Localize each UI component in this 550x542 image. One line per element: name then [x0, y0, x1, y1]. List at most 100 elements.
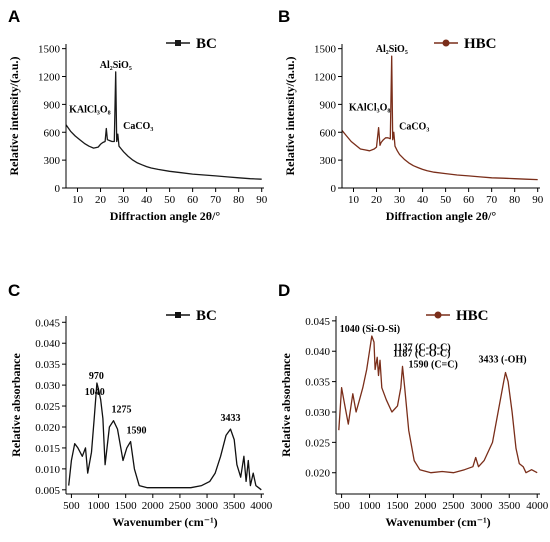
- x-tick-label: 4000: [526, 500, 549, 512]
- y-axis-title: Relative intensity/(a.u.): [7, 57, 21, 176]
- y-tick-label: 0.045: [35, 317, 60, 329]
- x-tick-label: 3500: [498, 500, 521, 512]
- peak-annotation: KAlCl₃O₈: [69, 105, 111, 116]
- y-tick-label: 0.005: [35, 485, 60, 497]
- legend-marker: [442, 39, 450, 47]
- x-tick-label: 2500: [169, 500, 192, 512]
- y-tick-label: 0.030: [305, 407, 330, 419]
- x-axis-title: Diffraction angle 2θ/°: [386, 209, 497, 223]
- peak-annotation: 3433 (-OH): [479, 354, 527, 365]
- y-tick-label: 0.020: [35, 422, 60, 434]
- y-tick-label: 0.040: [305, 346, 330, 358]
- x-tick-label: 4000: [250, 500, 273, 512]
- peak-annotation: Al₂SiO₅: [100, 60, 132, 71]
- chart-panel-b: B10 20 30 40 50 60 70 80 90030060090012001500Dif…: [278, 7, 544, 223]
- y-tick-label: 0.040: [35, 338, 60, 350]
- y-tick-label: 600: [320, 127, 337, 139]
- x-tick-label: 20: [95, 194, 107, 206]
- legend-label: BC: [196, 308, 217, 324]
- peak-annotation: 970: [89, 371, 104, 382]
- y-axis-title: Relative intensity/(a.u.): [283, 57, 297, 176]
- y-tick-label: 300: [320, 155, 337, 167]
- x-tick-label: 3000: [196, 500, 219, 512]
- x-tick-label: 3000: [470, 500, 493, 512]
- x-tick-label: 60: [463, 194, 475, 206]
- x-tick-label: 1500: [386, 500, 409, 512]
- x-tick-label: 2000: [142, 500, 165, 512]
- peak-annotation: 1040: [85, 387, 105, 398]
- x-tick-label: 70: [486, 194, 498, 206]
- legend-label: BC: [196, 36, 217, 52]
- panel-letter: B: [278, 7, 290, 26]
- series-line: [68, 382, 262, 491]
- x-axis-title: Wavenumber (cm⁻¹): [385, 515, 490, 529]
- peak-annotation: CaCO₃: [123, 121, 153, 132]
- y-tick-label: 1200: [38, 72, 61, 84]
- panel-letter: D: [278, 281, 290, 300]
- y-tick-label: 0.025: [35, 401, 60, 413]
- y-tick-label: 600: [44, 127, 61, 139]
- x-tick-label: 2000: [414, 500, 437, 512]
- y-tick-label: 0.035: [305, 377, 330, 389]
- x-axis-title: Wavenumber (cm⁻¹): [112, 515, 217, 529]
- x-tick-label: 10: [348, 194, 360, 206]
- x-tick-label: 80: [509, 194, 521, 206]
- y-tick-label: 0: [331, 183, 337, 195]
- chart-panel-a: A10 20 30 40 50 60 70 80 90030060090012001500Dif…: [7, 7, 268, 223]
- x-tick-label: 1500: [115, 500, 138, 512]
- x-tick-label: 500: [333, 500, 350, 512]
- x-tick-label: 1000: [359, 500, 382, 512]
- y-tick-label: 1500: [38, 44, 61, 56]
- y-tick-label: 1500: [314, 44, 337, 56]
- x-tick-label: 90: [532, 194, 544, 206]
- y-tick-label: 0.015: [35, 443, 60, 455]
- y-tick-label: 0: [55, 183, 61, 195]
- x-tick-label: 50: [164, 194, 176, 206]
- peak-annotation: 1040 (Si-O-Si): [340, 324, 400, 335]
- panel-letter: C: [8, 281, 20, 300]
- peak-annotation: 1275: [111, 405, 131, 416]
- legend-marker: [434, 311, 442, 319]
- chart-panel-d: D 500 1000 1500 2000 2500 3000 3500 4000 0.020 0.0…: [278, 281, 549, 529]
- peak-annotation: 3433: [221, 413, 241, 424]
- x-tick-label: 30: [394, 194, 406, 206]
- x-tick-label: 10: [72, 194, 84, 206]
- legend-marker: [175, 312, 181, 318]
- x-tick-label: 90: [256, 194, 268, 206]
- x-tick-label: 30: [118, 194, 130, 206]
- peak-annotation: 1137 (C-O-C): [393, 342, 451, 353]
- x-tick-label: 60: [187, 194, 199, 206]
- x-tick-label: 2500: [442, 500, 465, 512]
- legend-label: HBC: [456, 308, 489, 324]
- legend-marker: [175, 40, 181, 46]
- panel-letter: A: [8, 7, 20, 26]
- y-tick-label: 0.030: [35, 380, 60, 392]
- x-tick-label: 70: [210, 194, 222, 206]
- series-line: [341, 55, 538, 181]
- x-tick-label: 50: [440, 194, 452, 206]
- y-tick-label: 900: [44, 99, 61, 111]
- peak-annotation: 1590: [127, 426, 147, 437]
- series-line: [338, 335, 538, 474]
- y-tick-label: 0.010: [35, 464, 60, 476]
- y-tick-label: 900: [320, 99, 337, 111]
- x-tick-label: 80: [233, 194, 245, 206]
- series-line: [65, 71, 262, 180]
- x-tick-label: 40: [141, 194, 153, 206]
- y-tick-label: 0.020: [305, 468, 330, 480]
- y-tick-label: 1200: [314, 72, 337, 84]
- chart-panel-c: C 500 1000 1500 2000 2500 3000 3500 4000 0.005 0.0…: [8, 281, 273, 529]
- peak-annotation: 1590 (C=C): [409, 359, 458, 370]
- y-axis-title: Relative absorbance: [279, 353, 293, 457]
- y-axis-title: Relative absorbance: [9, 353, 23, 457]
- legend-label: HBC: [464, 36, 497, 52]
- y-tick-label: 0.035: [35, 359, 60, 371]
- x-tick-label: 40: [417, 194, 429, 206]
- peak-annotation: 1187 (C-O-C): [393, 348, 451, 359]
- peak-annotation: CaCO₃: [399, 121, 429, 132]
- x-tick-label: 20: [371, 194, 383, 206]
- y-tick-label: 0.045: [305, 316, 330, 328]
- y-tick-label: 300: [44, 155, 61, 167]
- x-tick-label: 3500: [223, 500, 246, 512]
